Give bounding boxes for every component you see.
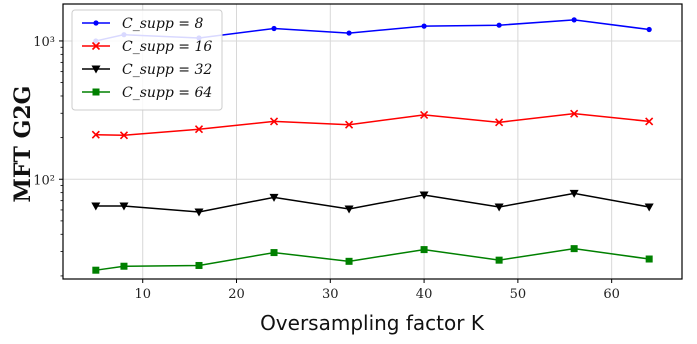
marker-stroke — [91, 41, 101, 51]
data-point — [571, 17, 577, 23]
series-line — [95, 247, 650, 271]
data-point — [421, 23, 427, 29]
marker-stroke — [91, 130, 100, 139]
data-point — [91, 202, 101, 211]
data-point — [269, 193, 279, 202]
data-point — [495, 256, 503, 264]
data-point — [92, 266, 100, 274]
marker-stroke — [344, 120, 354, 129]
data-point — [569, 189, 579, 198]
legend-marker — [91, 65, 101, 74]
series-line — [95, 112, 650, 137]
data-point — [120, 262, 128, 270]
legend-item: C_supp = 16 — [82, 39, 212, 55]
data-point — [496, 22, 502, 28]
legend-label: C_supp = 64 — [122, 85, 212, 101]
data-point — [344, 205, 354, 214]
legend-item: C_supp = 64 — [82, 85, 212, 101]
marker-stroke — [645, 117, 654, 126]
y-axis-label: MFT G2G — [10, 86, 36, 203]
data-point — [345, 257, 353, 265]
series-c-supp-64 — [92, 245, 653, 274]
legend-marker — [91, 41, 101, 51]
data-point — [419, 191, 429, 200]
legend-marker — [93, 20, 99, 26]
data-point — [119, 202, 129, 211]
marker-stroke — [194, 125, 204, 134]
data-point — [646, 26, 652, 33]
data-point — [346, 30, 352, 36]
legend: C_supp = 8 C_supp = 16 C_supp = 32 C_supp =… — [71, 9, 223, 111]
legend-marker — [92, 88, 100, 96]
marker-stroke — [420, 110, 429, 119]
data-point — [495, 118, 504, 127]
data-point — [420, 246, 428, 254]
axis-ticks: 10 20 30 40 50 60 10² 10³ — [33, 35, 620, 302]
legend-label: C_supp = 8 — [122, 16, 203, 32]
data-point — [645, 255, 653, 263]
marker-stroke — [495, 118, 504, 127]
legend-item: C_supp = 32 — [82, 62, 212, 78]
data-point — [494, 203, 504, 212]
x-tick-label: 10 — [134, 287, 151, 302]
grid — [63, 4, 682, 279]
marker-stroke — [570, 109, 579, 118]
x-tick-label: 50 — [510, 287, 527, 302]
data-point — [420, 110, 429, 119]
data-point — [344, 120, 354, 129]
marker-stroke — [119, 131, 129, 140]
data-point — [645, 117, 654, 126]
x-tick-label: 30 — [322, 287, 339, 302]
marker-stroke — [269, 117, 279, 126]
legend-label: C_supp = 16 — [122, 39, 212, 55]
legend-item: C_supp = 8 — [82, 16, 203, 32]
legend-label: C_supp = 32 — [122, 62, 212, 78]
data-point — [270, 249, 278, 257]
y-tick-label: 10² — [33, 173, 55, 188]
data-point — [91, 130, 100, 139]
series-c-supp-32 — [91, 189, 654, 217]
legend-box — [71, 9, 223, 111]
data-point — [119, 131, 129, 140]
series-c-supp-16 — [91, 109, 654, 140]
data-point — [644, 203, 654, 212]
data-point — [194, 125, 204, 134]
x-tick-label: 60 — [603, 287, 620, 302]
data-point — [194, 208, 204, 217]
x-tick-label: 20 — [228, 287, 245, 302]
data-point — [195, 261, 203, 269]
x-axis-label: Oversampling factor K — [260, 311, 485, 335]
data-point — [570, 109, 579, 118]
plot-frame — [62, 3, 683, 280]
data-point — [570, 245, 578, 253]
data-point — [271, 25, 277, 32]
series-line — [95, 192, 650, 213]
x-tick-label: 40 — [416, 287, 433, 302]
data-point — [269, 117, 279, 126]
y-tick-label: 10³ — [33, 35, 55, 50]
